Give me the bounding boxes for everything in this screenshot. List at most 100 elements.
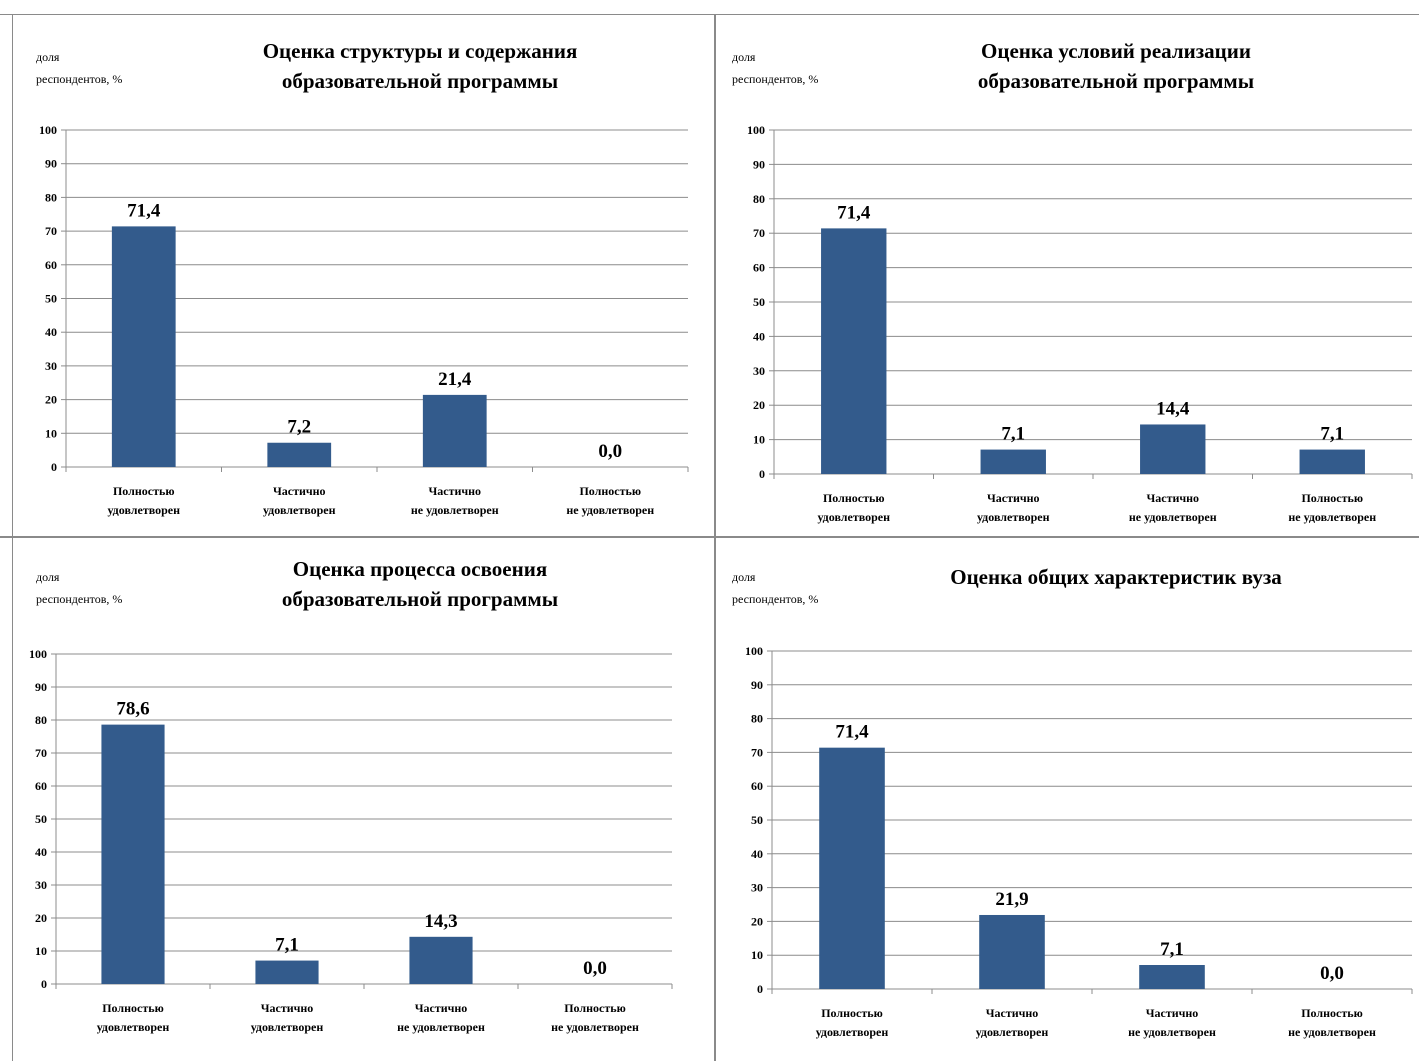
chart-panel-structure: доля респондентов, % Оценка структуры и … — [0, 0, 714, 536]
x-category-label: Полностью — [579, 484, 641, 498]
data-label: 78,6 — [116, 699, 149, 720]
bar — [255, 960, 319, 984]
bar-chart: 0 10 20 30 40 50 60 70 80 90 100 78,6 Полностью удовл… — [29, 647, 673, 1034]
chart-panel-university: доля респондентов, % Оценка общих характ… — [716, 538, 1419, 1061]
bar-chart: 0 10 20 30 40 50 60 70 80 90 100 71,4 Полностью удовл… — [745, 644, 1413, 1039]
data-label: 71,4 — [127, 200, 161, 221]
bar — [1140, 424, 1206, 474]
y-tick-label: 20 — [753, 398, 765, 412]
y-axis-title-line: респондентов, % — [36, 592, 123, 606]
x-category-label: Частично — [1146, 491, 1199, 505]
data-label: 7,2 — [287, 417, 311, 438]
y-tick-label: 0 — [41, 977, 47, 991]
x-category-label: удовлетворен — [251, 1020, 324, 1034]
y-tick-label: 50 — [753, 295, 765, 309]
x-category-label: Частично — [986, 1006, 1039, 1020]
x-category-label: Частично — [428, 484, 481, 498]
y-tick-label: 70 — [45, 224, 57, 238]
data-label: 14,3 — [424, 911, 457, 932]
data-label: 7,1 — [1001, 424, 1025, 445]
bar-chart: 0 10 20 30 40 50 60 70 80 90 100 71,4 Полностью удовл… — [39, 123, 689, 517]
y-tick-label: 100 — [29, 647, 47, 661]
data-label: 0,0 — [1320, 963, 1344, 984]
x-category-label: Частично — [987, 491, 1040, 505]
x-category-label: Полностью — [113, 484, 175, 498]
y-tick-label: 10 — [753, 433, 765, 447]
chart-title-line: Оценка процесса освоения — [292, 557, 548, 581]
horizontal-divider — [0, 536, 1419, 538]
chart-title: Оценка общих характеристик вуза — [846, 562, 1386, 592]
x-category-label: не удовлетворен — [566, 503, 654, 517]
y-tick-label: 60 — [45, 258, 57, 272]
y-tick-label: 20 — [35, 911, 47, 925]
y-tick-label: 0 — [51, 460, 57, 474]
chart-panel-process: доля респондентов, % Оценка процесса осв… — [0, 538, 714, 1061]
x-category-label: удовлетворен — [107, 503, 180, 517]
y-axis-title: доля респондентов, % — [36, 46, 122, 90]
left-border — [12, 14, 13, 1061]
y-tick-label: 0 — [759, 467, 765, 481]
x-category-label: удовлетворен — [977, 510, 1050, 524]
chart-title-line: образовательной программы — [281, 587, 559, 611]
chart-panel-conditions: доля респондентов, % Оценка условий реал… — [716, 0, 1419, 536]
top-border — [0, 14, 1419, 15]
y-tick-label: 70 — [753, 226, 765, 240]
y-tick-label: 80 — [45, 190, 57, 204]
y-axis-title: доля респондентов, % — [36, 566, 122, 610]
y-tick-label: 0 — [757, 982, 763, 996]
chart-title: Оценка условий реализации образовательно… — [846, 36, 1386, 96]
x-category-label: Частично — [261, 1001, 314, 1015]
y-tick-label: 90 — [35, 680, 47, 694]
y-tick-label: 40 — [751, 847, 763, 861]
data-label: 7,1 — [1320, 424, 1344, 445]
y-tick-label: 100 — [745, 644, 763, 658]
data-label: 14,4 — [1156, 398, 1190, 419]
y-tick-label: 90 — [45, 157, 57, 171]
x-category-label: Частично — [415, 1001, 468, 1015]
y-tick-label: 30 — [45, 359, 57, 373]
y-tick-label: 40 — [45, 325, 57, 339]
y-tick-label: 80 — [35, 713, 47, 727]
x-category-label: не удовлетворен — [1288, 510, 1376, 524]
chart-title: Оценка процесса освоения образовательной… — [150, 554, 690, 614]
x-category-label: Полностью — [821, 1006, 883, 1020]
y-tick-label: 40 — [753, 329, 765, 343]
y-tick-label: 10 — [751, 948, 763, 962]
chart-title-line: образовательной программы — [281, 69, 559, 93]
y-tick-label: 60 — [35, 779, 47, 793]
data-label: 0,0 — [598, 441, 622, 462]
y-tick-label: 10 — [45, 426, 57, 440]
y-tick-label: 100 — [747, 123, 765, 137]
bar — [111, 226, 176, 467]
x-category-label: Полностью — [102, 1001, 164, 1015]
x-category-label: удовлетворен — [816, 1025, 889, 1039]
y-tick-label: 70 — [35, 746, 47, 760]
y-tick-label: 30 — [753, 364, 765, 378]
y-axis-title-line: доля — [732, 50, 756, 64]
x-category-label: удовлетворен — [263, 503, 336, 517]
data-label: 21,9 — [995, 889, 1028, 910]
chart-title: Оценка структуры и содержания образовате… — [150, 36, 690, 96]
y-tick-label: 50 — [35, 812, 47, 826]
bar — [1139, 965, 1205, 989]
y-tick-label: 40 — [35, 845, 47, 859]
y-axis-title-line: респондентов, % — [732, 592, 819, 606]
y-tick-label: 100 — [39, 123, 57, 137]
x-category-label: Частично — [273, 484, 326, 498]
x-category-label: не удовлетворен — [397, 1020, 485, 1034]
bar — [821, 228, 887, 474]
y-axis-title-line: респондентов, % — [732, 72, 819, 86]
x-category-label: удовлетворен — [817, 510, 890, 524]
bar — [979, 914, 1045, 989]
bar — [101, 724, 165, 984]
y-tick-label: 20 — [751, 914, 763, 928]
bar — [409, 936, 473, 984]
y-tick-label: 80 — [751, 712, 763, 726]
y-axis-title: доля респондентов, % — [732, 566, 818, 610]
bar — [1299, 449, 1365, 474]
y-axis-title-line: респондентов, % — [36, 72, 123, 86]
x-category-label: Полностью — [564, 1001, 626, 1015]
bar-chart: 0 10 20 30 40 50 60 70 80 90 100 71,4 Полностью удовл… — [747, 123, 1413, 524]
y-axis-title: доля респондентов, % — [732, 46, 818, 90]
y-axis-title-line: доля — [36, 570, 60, 584]
